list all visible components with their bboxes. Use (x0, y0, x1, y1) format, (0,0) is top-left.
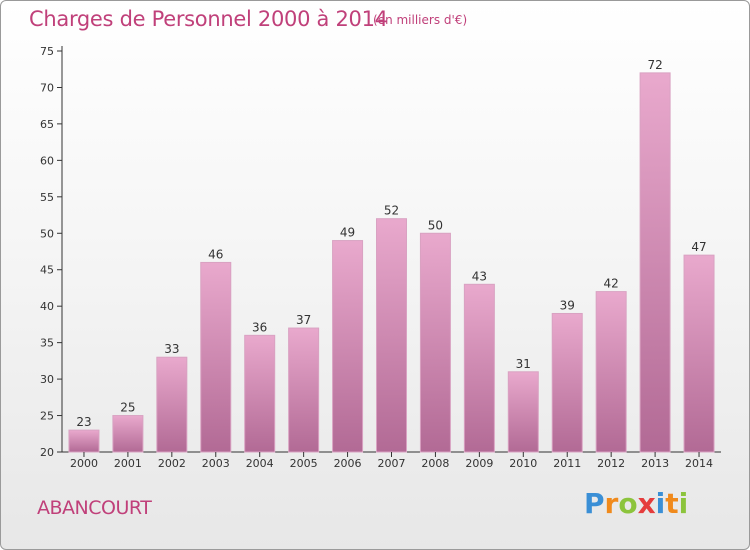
bar (200, 261, 232, 453)
y-tick-label: 35 (40, 337, 54, 350)
x-tick-label: 2013 (641, 457, 669, 470)
x-tick-label: 2001 (114, 457, 142, 470)
data-label: 50 (428, 218, 443, 232)
bar (332, 240, 364, 453)
y-tick-label: 30 (40, 373, 54, 386)
x-tick-label: 2011 (553, 457, 581, 470)
data-label: 46 (208, 247, 223, 261)
logo-letter: i (655, 487, 666, 520)
data-label: 33 (164, 342, 179, 356)
y-tick-label: 75 (40, 45, 54, 58)
y-tick-label: 55 (40, 191, 54, 204)
y-tick-label: 25 (40, 410, 54, 423)
commune-name: ABANCOURT (37, 497, 152, 519)
bar (156, 356, 188, 453)
logo-letter: r (604, 487, 619, 520)
chart-title: Charges de Personnel 2000 à 2014 (29, 7, 388, 31)
x-tick-label: 2000 (70, 457, 98, 470)
bar (112, 415, 144, 453)
data-label: 37 (296, 313, 311, 327)
bar (639, 72, 671, 453)
y-tick-label: 70 (40, 81, 54, 94)
proxiti-logo: Proxiti (584, 487, 688, 520)
bar (244, 334, 276, 453)
x-tick-label: 2004 (246, 457, 274, 470)
x-tick-label: 2009 (465, 457, 493, 470)
y-tick-label: 45 (40, 264, 54, 277)
x-tick-label: 2006 (334, 457, 362, 470)
logo-letter: o (618, 487, 638, 520)
bar (507, 371, 539, 453)
y-tick-label: 50 (40, 227, 54, 240)
x-tick-label: 2005 (290, 457, 318, 470)
data-label: 52 (384, 204, 399, 218)
data-label: 47 (691, 240, 706, 254)
logo-letter: i (678, 487, 689, 520)
bar (419, 232, 451, 453)
data-label: 25 (120, 401, 135, 415)
y-tick-label: 60 (40, 154, 54, 167)
data-label: 42 (604, 277, 619, 291)
logo-letter: P (584, 487, 605, 520)
y-tick-label: 20 (40, 446, 54, 459)
bar (463, 283, 495, 453)
x-tick-label: 2007 (378, 457, 406, 470)
data-label: 23 (76, 415, 91, 429)
x-tick-label: 2003 (202, 457, 230, 470)
x-tick-label: 2010 (509, 457, 537, 470)
data-label: 39 (560, 298, 575, 312)
chart-subtitle: (en milliers d'€) (373, 13, 468, 27)
data-label: 49 (340, 226, 355, 240)
data-label: 31 (516, 357, 531, 371)
data-label: 36 (252, 320, 267, 334)
x-tick-label: 2014 (685, 457, 713, 470)
bar (288, 327, 320, 453)
bar (551, 312, 583, 453)
data-label: 72 (647, 58, 662, 72)
bar (683, 254, 715, 453)
bar (68, 429, 100, 453)
x-tick-label: 2008 (421, 457, 449, 470)
bar (595, 291, 627, 453)
y-tick-label: 40 (40, 300, 54, 313)
x-tick-label: 2012 (597, 457, 625, 470)
data-label: 43 (472, 269, 487, 283)
y-tick-label: 65 (40, 118, 54, 131)
x-tick-label: 2002 (158, 457, 186, 470)
logo-letter: t (665, 487, 679, 520)
bar (376, 218, 407, 453)
logo-letter: x (637, 487, 656, 520)
